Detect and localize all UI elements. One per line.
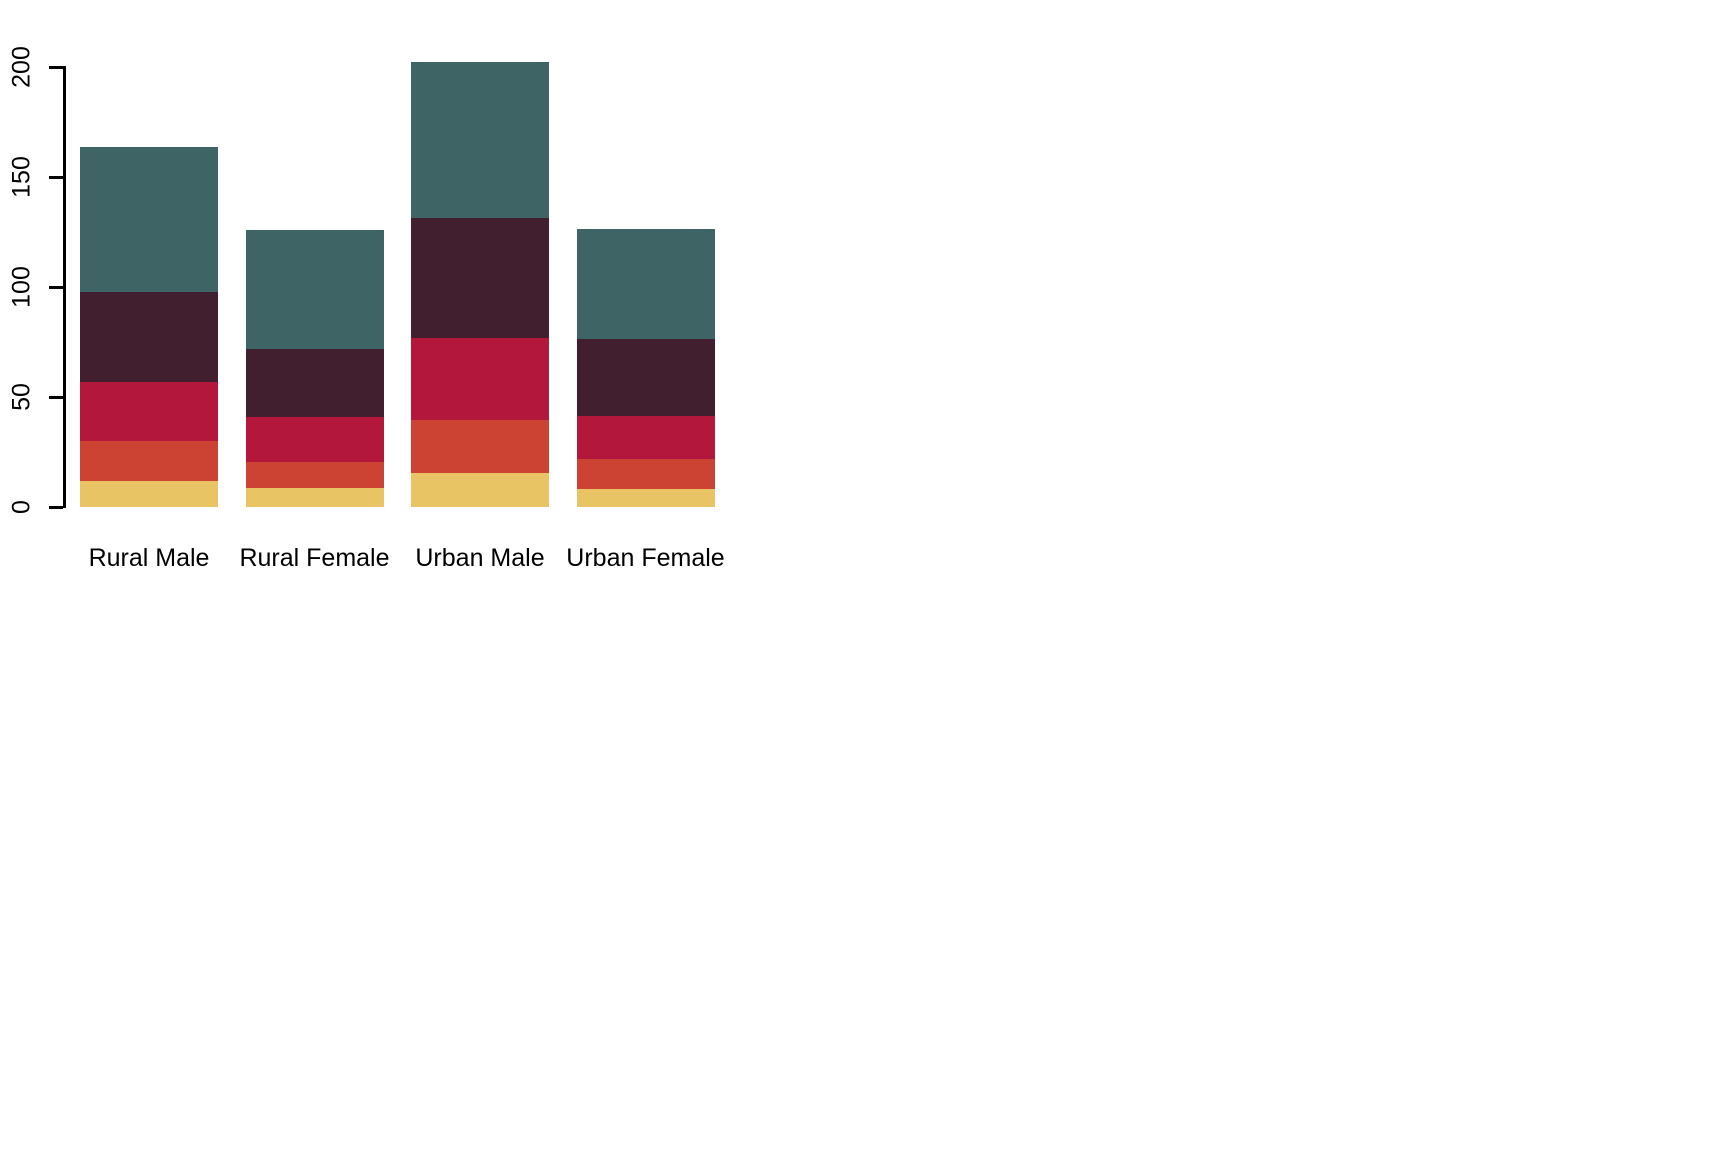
bar-segment — [245, 230, 384, 350]
y-axis-tick — [49, 505, 63, 509]
x-category-label: Urban Female — [566, 544, 725, 572]
y-tick-label: 100 — [7, 266, 36, 308]
bar-segment — [576, 458, 715, 489]
y-tick-label: 0 — [7, 500, 36, 514]
bar-segment — [576, 488, 715, 507]
bar-segment — [245, 417, 384, 463]
bar-segment — [245, 487, 384, 507]
bar-segment — [245, 462, 384, 488]
y-axis-tick — [49, 65, 63, 69]
y-tick-label: 200 — [7, 46, 36, 88]
x-category-label: Rural Male — [88, 544, 210, 572]
bar-segment — [80, 481, 218, 507]
y-axis-line — [63, 66, 66, 508]
x-category-label: Rural Female — [239, 544, 390, 572]
bar-segment — [80, 441, 218, 482]
bar-segment — [245, 349, 384, 418]
y-axis-tick — [49, 285, 63, 289]
bar-segment — [411, 338, 549, 420]
y-tick-label: 50 — [7, 383, 36, 411]
x-category-label: Urban Male — [415, 544, 545, 572]
y-tick-label: 150 — [7, 156, 36, 198]
y-axis-tick — [49, 175, 63, 179]
bar-segment — [411, 61, 549, 219]
y-axis-tick — [49, 395, 63, 399]
bar-segment — [411, 473, 549, 507]
stacked-bar — [245, 230, 384, 507]
stacked-bar — [576, 228, 715, 507]
bar-segment — [576, 228, 715, 339]
bar-segment — [576, 338, 715, 417]
bar-segment — [411, 419, 549, 474]
bar-segment — [80, 382, 218, 442]
bar-segment — [80, 292, 218, 383]
chart-panel-bottom-right: 0 50 100 150 200 Rural Male Rural Female Urban … — [0, 0, 864, 576]
stacked-bar — [80, 146, 218, 507]
stacked-bar — [411, 61, 549, 507]
bar-segment — [576, 416, 715, 459]
bar-segment — [80, 146, 218, 293]
bar-segment — [411, 218, 549, 339]
